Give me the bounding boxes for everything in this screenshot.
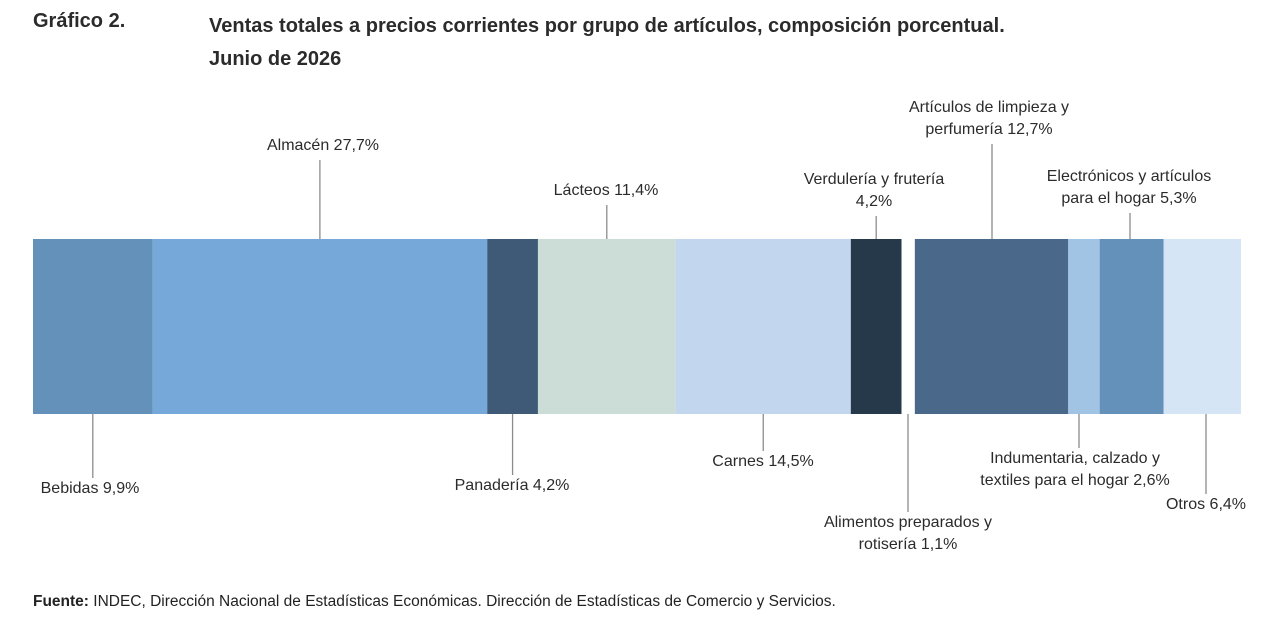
stacked-bar-chart: Bebidas 9,9% Almacén 27,7% Panadería 4,2% L… [33, 99, 1246, 553]
bar-segment-indumentaria-calzado-y-textiles-para-el-hogar [1068, 239, 1100, 414]
data-label-articulos-de-limpieza-y-perfumeria: Artículos de limpieza y perfumería 12,7% [909, 99, 1069, 138]
bar-segment-articulos-de-limpieza-y-perfumeria [914, 239, 1069, 414]
source-label: Fuente: [33, 593, 89, 610]
data-label-alimentos-preparados-y-rotiseria: Alimentos preparados y rotisería 1,1% [824, 514, 992, 553]
data-label-otros: Otros 6,4% [1166, 496, 1246, 513]
bar-segment-lacteos [537, 239, 676, 414]
data-label-almacen: Almacén 27,7% [267, 137, 379, 154]
data-label-panaderia: Panadería 4,2% [455, 477, 570, 494]
chart-number: Gráfico 2. [33, 10, 126, 32]
bar-segment-carnes [675, 239, 851, 414]
chart-title: Ventas totales a precios corrientes por … [209, 10, 1249, 76]
data-label-carnes: Carnes 14,5% [712, 453, 813, 470]
data-label-indumentaria-calzado-y-textiles-para-el-hogar: Indumentaria, calzado y textiles para el … [980, 450, 1169, 489]
data-label-bebidas: Bebidas 9,9% [41, 480, 140, 497]
data-label-lacteos: Lácteos 11,4% [554, 182, 659, 199]
bar-segment-verduleria-y-fruteria [850, 239, 902, 414]
bar-segment-almacen [152, 239, 488, 414]
bar-segment-electronicos-y-articulos-para-el-hogar [1099, 239, 1164, 414]
data-label-electronicos-y-articulos-para-el-hogar: Electrónicos y artículos para el hogar 5,… [1047, 168, 1212, 207]
bar-segment-panaderia [487, 239, 538, 414]
source-text: INDEC, Dirección Nacional de Estadística… [88, 593, 836, 610]
bar-segment-bebidas [33, 239, 153, 414]
chart-title-line-2: Junio de 2026 [209, 48, 342, 70]
bar-segment-otros [1163, 239, 1241, 414]
source-note: Fuente: INDEC, Dirección Nacional de Est… [33, 593, 836, 611]
data-label-verduleria-y-fruteria: Verdulería y frutería 4,2% [804, 171, 945, 210]
chart-title-line-1: Ventas totales a precios corrientes por … [209, 15, 1005, 37]
bar-segment-alimentos-preparados-y-rotiseria [901, 239, 915, 414]
